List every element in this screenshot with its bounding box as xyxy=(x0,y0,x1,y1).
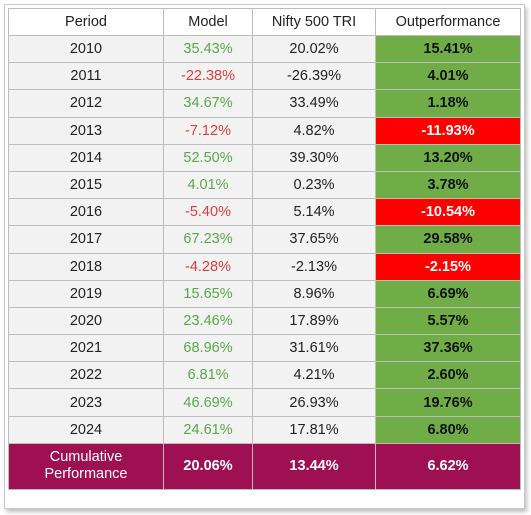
period-cell: 2019 xyxy=(8,279,164,308)
table-row: 2011 -22.38% -26.39% 4.01% xyxy=(8,62,521,91)
table-row: 2012 34.67% 33.49% 1.18% xyxy=(8,89,521,118)
outperformance-cell: 2.60% xyxy=(375,361,521,390)
table-row: 2020 23.46% 17.89% 5.57% xyxy=(8,306,521,336)
outperformance-cell: 5.57% xyxy=(375,306,521,336)
table-body: 2010 35.43% 20.02% 15.41% 2011 -22.38% -26.39%… xyxy=(8,34,521,444)
nifty-cell: -26.39% xyxy=(252,62,376,91)
table-row: 2010 35.43% 20.02% 15.41% xyxy=(8,34,521,64)
cumulative-model: 20.06% xyxy=(163,442,253,490)
outperformance-cell: -2.15% xyxy=(375,252,521,281)
nifty-cell: -2.13% xyxy=(252,252,376,281)
nifty-cell: 20.02% xyxy=(252,34,376,64)
outperformance-cell: -11.93% xyxy=(375,116,521,145)
outperformance-cell: 29.58% xyxy=(375,225,521,254)
nifty-cell: 5.14% xyxy=(252,198,376,227)
period-cell: 2020 xyxy=(8,306,164,336)
table-row: 2014 52.50% 39.30% 13.20% xyxy=(8,143,521,172)
table-row: 2018 -4.28% -2.13% -2.15% xyxy=(8,252,521,281)
outperformance-cell: 19.76% xyxy=(375,388,521,417)
table-row: 2024 24.61% 17.81% 6.80% xyxy=(8,415,521,444)
nifty-cell: 39.30% xyxy=(252,143,376,172)
period-cell: 2012 xyxy=(8,89,164,118)
header-row: Period Model Nifty 500 TRI Outperformanc… xyxy=(8,8,521,36)
outperformance-cell: 3.78% xyxy=(375,170,521,200)
performance-table-panel: Period Model Nifty 500 TRI Outperformanc… xyxy=(4,4,525,509)
nifty-cell: 4.21% xyxy=(252,361,376,390)
model-cell: 68.96% xyxy=(163,334,253,363)
period-cell: 2017 xyxy=(8,225,164,254)
table-row: 2016 -5.40% 5.14% -10.54% xyxy=(8,198,521,227)
model-cell: 34.67% xyxy=(163,89,253,118)
period-cell: 2022 xyxy=(8,361,164,390)
outperformance-cell: 13.20% xyxy=(375,143,521,172)
outperformance-cell: 37.36% xyxy=(375,334,521,363)
period-cell: 2013 xyxy=(8,116,164,145)
header-model: Model xyxy=(163,8,253,36)
model-cell: 35.43% xyxy=(163,34,253,64)
nifty-cell: 4.82% xyxy=(252,116,376,145)
model-cell: 6.81% xyxy=(163,361,253,390)
period-cell: 2023 xyxy=(8,388,164,417)
period-cell: 2018 xyxy=(8,252,164,281)
cumulative-label-line2: Performance xyxy=(44,466,128,483)
nifty-cell: 26.93% xyxy=(252,388,376,417)
performance-table: Period Model Nifty 500 TRI Outperformanc… xyxy=(8,8,521,490)
model-cell: 46.69% xyxy=(163,388,253,417)
cumulative-nifty: 13.44% xyxy=(252,442,376,490)
period-cell: 2024 xyxy=(8,415,164,444)
table-row: 2015 4.01% 0.23% 3.78% xyxy=(8,170,521,200)
period-cell: 2014 xyxy=(8,143,164,172)
cumulative-row: Cumulative Performance 20.06% 13.44% 6.6… xyxy=(8,442,521,490)
outperformance-cell: 1.18% xyxy=(375,89,521,118)
header-period: Period xyxy=(8,8,164,36)
period-cell: 2021 xyxy=(8,334,164,363)
table-row: 2019 15.65% 8.96% 6.69% xyxy=(8,279,521,308)
model-cell: 23.46% xyxy=(163,306,253,336)
outperformance-cell: 4.01% xyxy=(375,62,521,91)
outperformance-cell: 6.69% xyxy=(375,279,521,308)
period-cell: 2011 xyxy=(8,62,164,91)
nifty-cell: 8.96% xyxy=(252,279,376,308)
outperformance-cell: 15.41% xyxy=(375,34,521,64)
table-row: 2021 68.96% 31.61% 37.36% xyxy=(8,334,521,363)
period-cell: 2010 xyxy=(8,34,164,64)
nifty-cell: 17.89% xyxy=(252,306,376,336)
model-cell: -7.12% xyxy=(163,116,253,145)
cumulative-outperformance: 6.62% xyxy=(375,442,521,490)
nifty-cell: 31.61% xyxy=(252,334,376,363)
header-nifty: Nifty 500 TRI xyxy=(252,8,376,36)
model-cell: -5.40% xyxy=(163,198,253,227)
table-row: 2013 -7.12% 4.82% -11.93% xyxy=(8,116,521,145)
model-cell: 52.50% xyxy=(163,143,253,172)
model-cell: -4.28% xyxy=(163,252,253,281)
nifty-cell: 33.49% xyxy=(252,89,376,118)
model-cell: 24.61% xyxy=(163,415,253,444)
nifty-cell: 37.65% xyxy=(252,225,376,254)
header-outperformance: Outperformance xyxy=(375,8,521,36)
period-cell: 2015 xyxy=(8,170,164,200)
table-row: 2022 6.81% 4.21% 2.60% xyxy=(8,361,521,390)
model-cell: -22.38% xyxy=(163,62,253,91)
outperformance-cell: -10.54% xyxy=(375,198,521,227)
nifty-cell: 17.81% xyxy=(252,415,376,444)
table-row: 2023 46.69% 26.93% 19.76% xyxy=(8,388,521,417)
outperformance-cell: 6.80% xyxy=(375,415,521,444)
cumulative-label-line1: Cumulative xyxy=(49,449,123,466)
model-cell: 67.23% xyxy=(163,225,253,254)
nifty-cell: 0.23% xyxy=(252,170,376,200)
model-cell: 4.01% xyxy=(163,170,253,200)
period-cell: 2016 xyxy=(8,198,164,227)
cumulative-label: Cumulative Performance xyxy=(8,442,164,490)
table-row: 2017 67.23% 37.65% 29.58% xyxy=(8,225,521,254)
model-cell: 15.65% xyxy=(163,279,253,308)
